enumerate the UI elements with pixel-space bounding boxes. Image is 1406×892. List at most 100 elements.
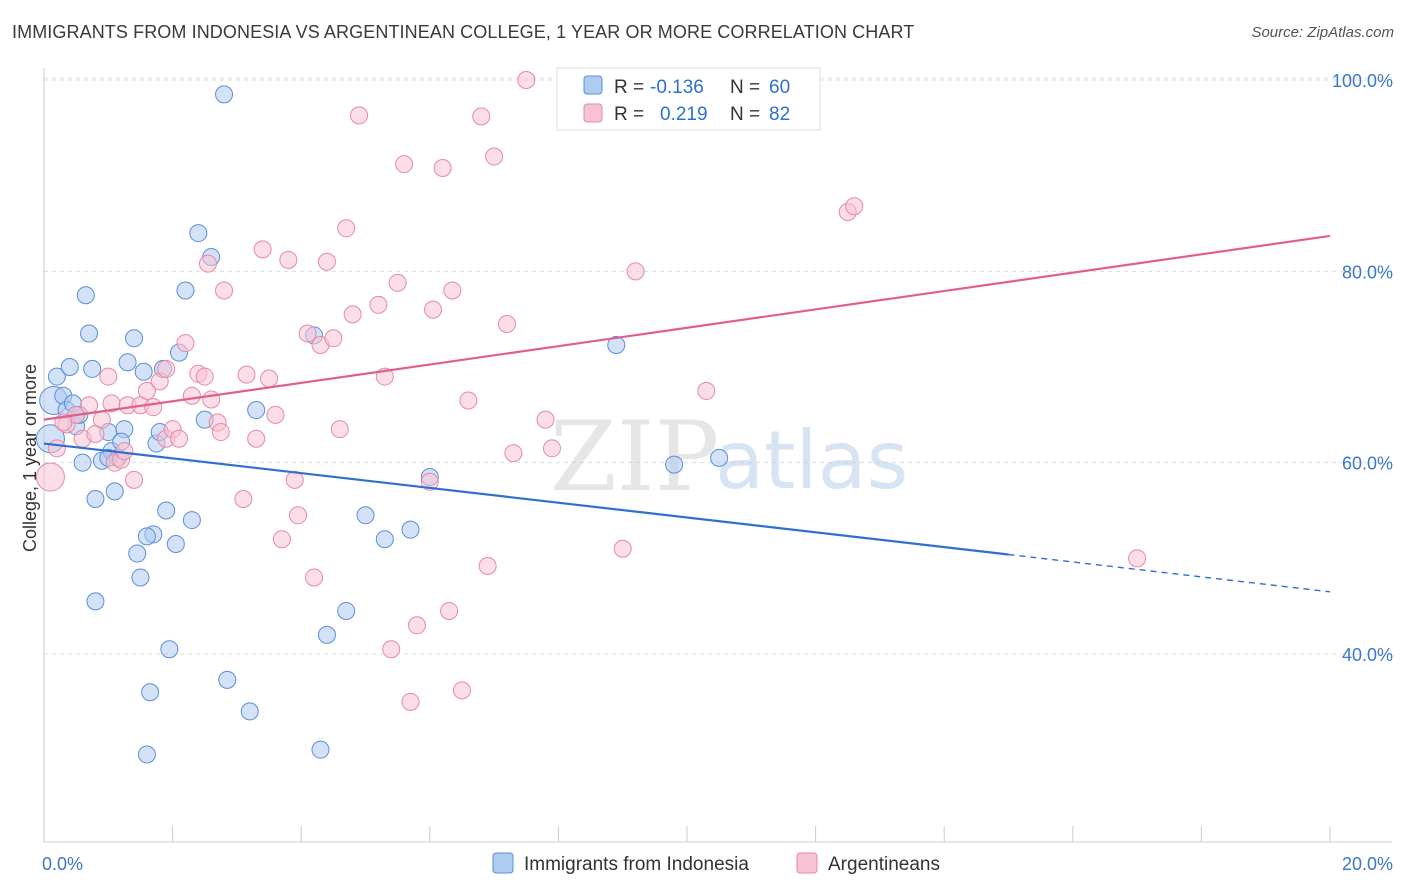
point-argentinean — [99, 367, 118, 386]
legend-r-value-2: 0.219 — [660, 104, 708, 125]
point-argentinean — [324, 329, 343, 348]
point-argentinean — [144, 398, 163, 417]
point-argentinean — [452, 681, 471, 700]
legend-swatch-pink — [583, 103, 603, 123]
point-argentinean — [272, 530, 291, 549]
legend-n-label-2: N = — [730, 104, 760, 125]
point-argentinean — [1128, 549, 1147, 568]
point-argentinean — [478, 556, 497, 575]
legend-swatch-blue — [583, 75, 603, 95]
point-argentinean — [485, 147, 504, 166]
point-argentinean — [845, 197, 864, 216]
point-indonesia — [86, 490, 105, 509]
point-indonesia — [137, 745, 156, 764]
point-argentinean — [433, 159, 452, 178]
legend-n-label-1: N = — [730, 77, 760, 98]
point-argentinean — [47, 439, 66, 458]
point-argentinean — [125, 470, 144, 489]
point-indonesia — [215, 85, 234, 104]
point-argentinean — [202, 390, 221, 409]
point-argentinean — [211, 423, 230, 442]
point-indonesia — [60, 358, 79, 376]
point-indonesia — [166, 534, 185, 553]
point-argentinean — [305, 568, 324, 587]
y-tick-label: 60.0% — [1342, 454, 1393, 474]
point-indonesia — [134, 362, 153, 381]
point-argentinean — [401, 692, 420, 711]
series-label-argentineans: Argentineans — [828, 854, 940, 875]
point-argentinean — [266, 405, 285, 424]
point-argentinean — [247, 429, 266, 448]
x-tick-label-min: 0.0% — [42, 854, 83, 874]
point-indonesia — [131, 568, 150, 587]
point-argentinean — [459, 391, 478, 410]
point-argentinean — [298, 324, 317, 343]
point-indonesia — [176, 281, 195, 300]
point-argentinean — [195, 367, 214, 386]
y-tick-labels: 40.0% 60.0% 80.0% 100.0% — [1332, 71, 1393, 665]
point-indonesia — [83, 359, 102, 378]
point-indonesia — [311, 740, 330, 759]
point-argentinean — [424, 300, 443, 319]
point-indonesia — [356, 506, 375, 525]
point-indonesia — [86, 592, 105, 611]
series-swatch-pink — [796, 852, 818, 874]
point-indonesia — [160, 640, 179, 659]
watermark-atlas: atlas — [715, 414, 908, 507]
y-tick-label: 80.0% — [1342, 262, 1393, 282]
point-indonesia — [137, 527, 156, 546]
point-argentinean — [234, 490, 253, 509]
point-argentinean — [504, 444, 523, 463]
point-argentinean — [382, 640, 401, 659]
legend-r-label-1: R = — [614, 77, 644, 98]
point-argentinean — [35, 462, 65, 492]
trend-line-indonesia — [43, 442, 1009, 556]
point-argentinean — [440, 601, 459, 620]
y-tick-label: 100.0% — [1332, 71, 1393, 91]
point-argentinean — [157, 359, 176, 378]
point-indonesia — [337, 601, 356, 620]
point-argentinean — [170, 429, 189, 448]
point-indonesia — [118, 353, 137, 372]
point-argentinean — [337, 219, 356, 238]
series-swatch-blue — [492, 852, 514, 874]
trend-lines — [43, 234, 1331, 593]
legend-r-value-1: -0.136 — [650, 77, 704, 98]
point-argentinean — [626, 262, 645, 281]
point-argentinean — [395, 155, 414, 174]
point-argentinean — [343, 305, 362, 324]
point-indonesia — [665, 455, 684, 474]
chart-title: IMMIGRANTS FROM INDONESIA VS ARGENTINEAN… — [12, 22, 915, 42]
point-argentinean — [536, 410, 555, 429]
point-argentinean — [317, 252, 336, 271]
point-indonesia — [182, 511, 201, 530]
point-indonesia — [157, 501, 176, 520]
point-argentinean — [198, 254, 217, 273]
legend-n-value-2: 82 — [769, 104, 790, 125]
correlation-legend: R = -0.136 N = 60 R = 0.219 N = 82 — [556, 67, 821, 131]
point-argentinean — [253, 240, 272, 259]
point-indonesia — [141, 683, 160, 702]
x-tick-label-max: 20.0% — [1342, 854, 1393, 874]
point-indonesia — [128, 544, 147, 563]
source-credit: Source: ZipAtlas.com — [1251, 24, 1394, 41]
point-argentinean — [407, 616, 426, 635]
point-indonesia — [73, 453, 92, 472]
point-argentinean — [330, 420, 349, 439]
point-indonesia — [80, 324, 99, 343]
trend-line-argentineans — [43, 234, 1331, 421]
series-label-indonesia: Immigrants from Indonesia — [524, 854, 749, 875]
point-indonesia — [189, 224, 208, 243]
point-indonesia — [607, 335, 626, 354]
point-argentinean — [182, 386, 201, 405]
point-indonesia — [710, 448, 729, 467]
point-argentinean — [237, 365, 256, 384]
point-indonesia — [47, 367, 66, 386]
legend-n-value-1: 60 — [769, 77, 790, 98]
point-argentinean — [443, 281, 462, 300]
point-argentinean — [80, 396, 99, 415]
point-argentinean — [260, 369, 279, 388]
point-argentinean — [497, 314, 516, 333]
point-indonesia — [105, 482, 124, 501]
